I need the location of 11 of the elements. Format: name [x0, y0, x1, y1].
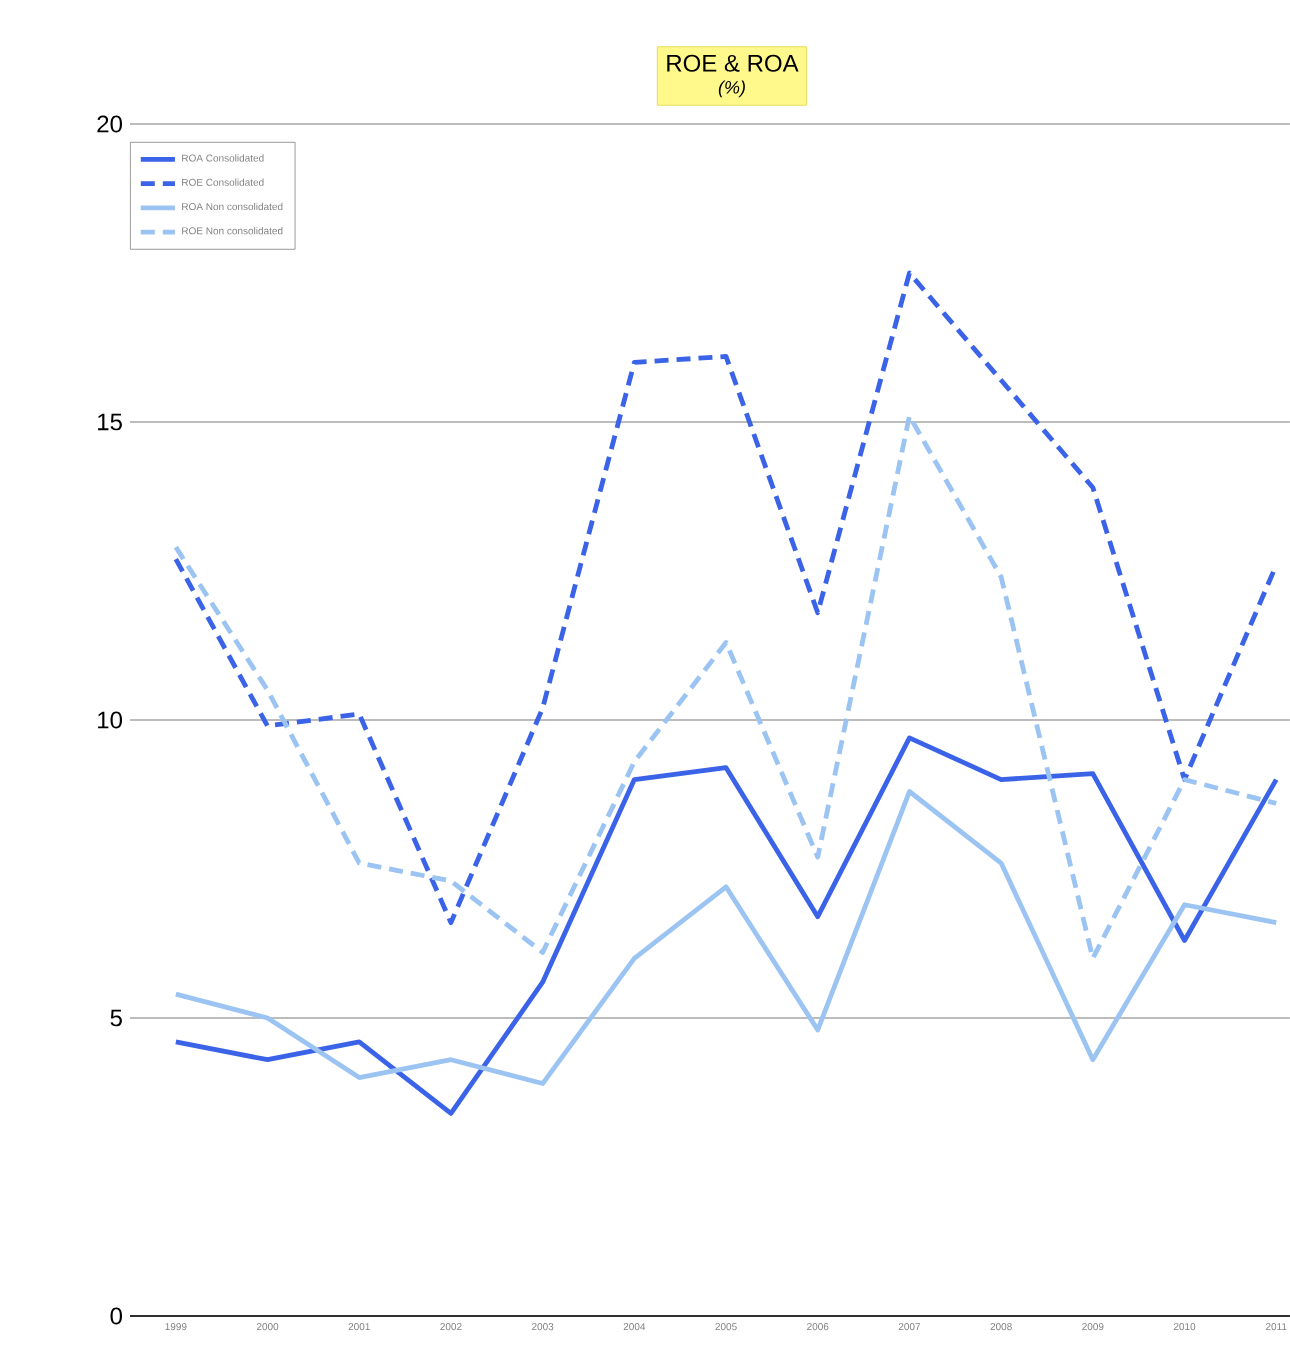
line-series [173, 270, 1279, 926]
chart-title: ROE & ROA [667, 54, 799, 72]
y-tick-label: 0 [110, 1307, 123, 1325]
y-tick-label: 10 [98, 711, 122, 729]
y-tick-label: 5 [110, 1009, 122, 1027]
line-series [173, 735, 1279, 1116]
chart-subtitle: (%) [718, 80, 745, 98]
line-series [173, 789, 1279, 1086]
line-series [173, 413, 1279, 961]
y-tick-label: 15 [98, 413, 122, 431]
y-tick-label: 20 [97, 115, 122, 133]
